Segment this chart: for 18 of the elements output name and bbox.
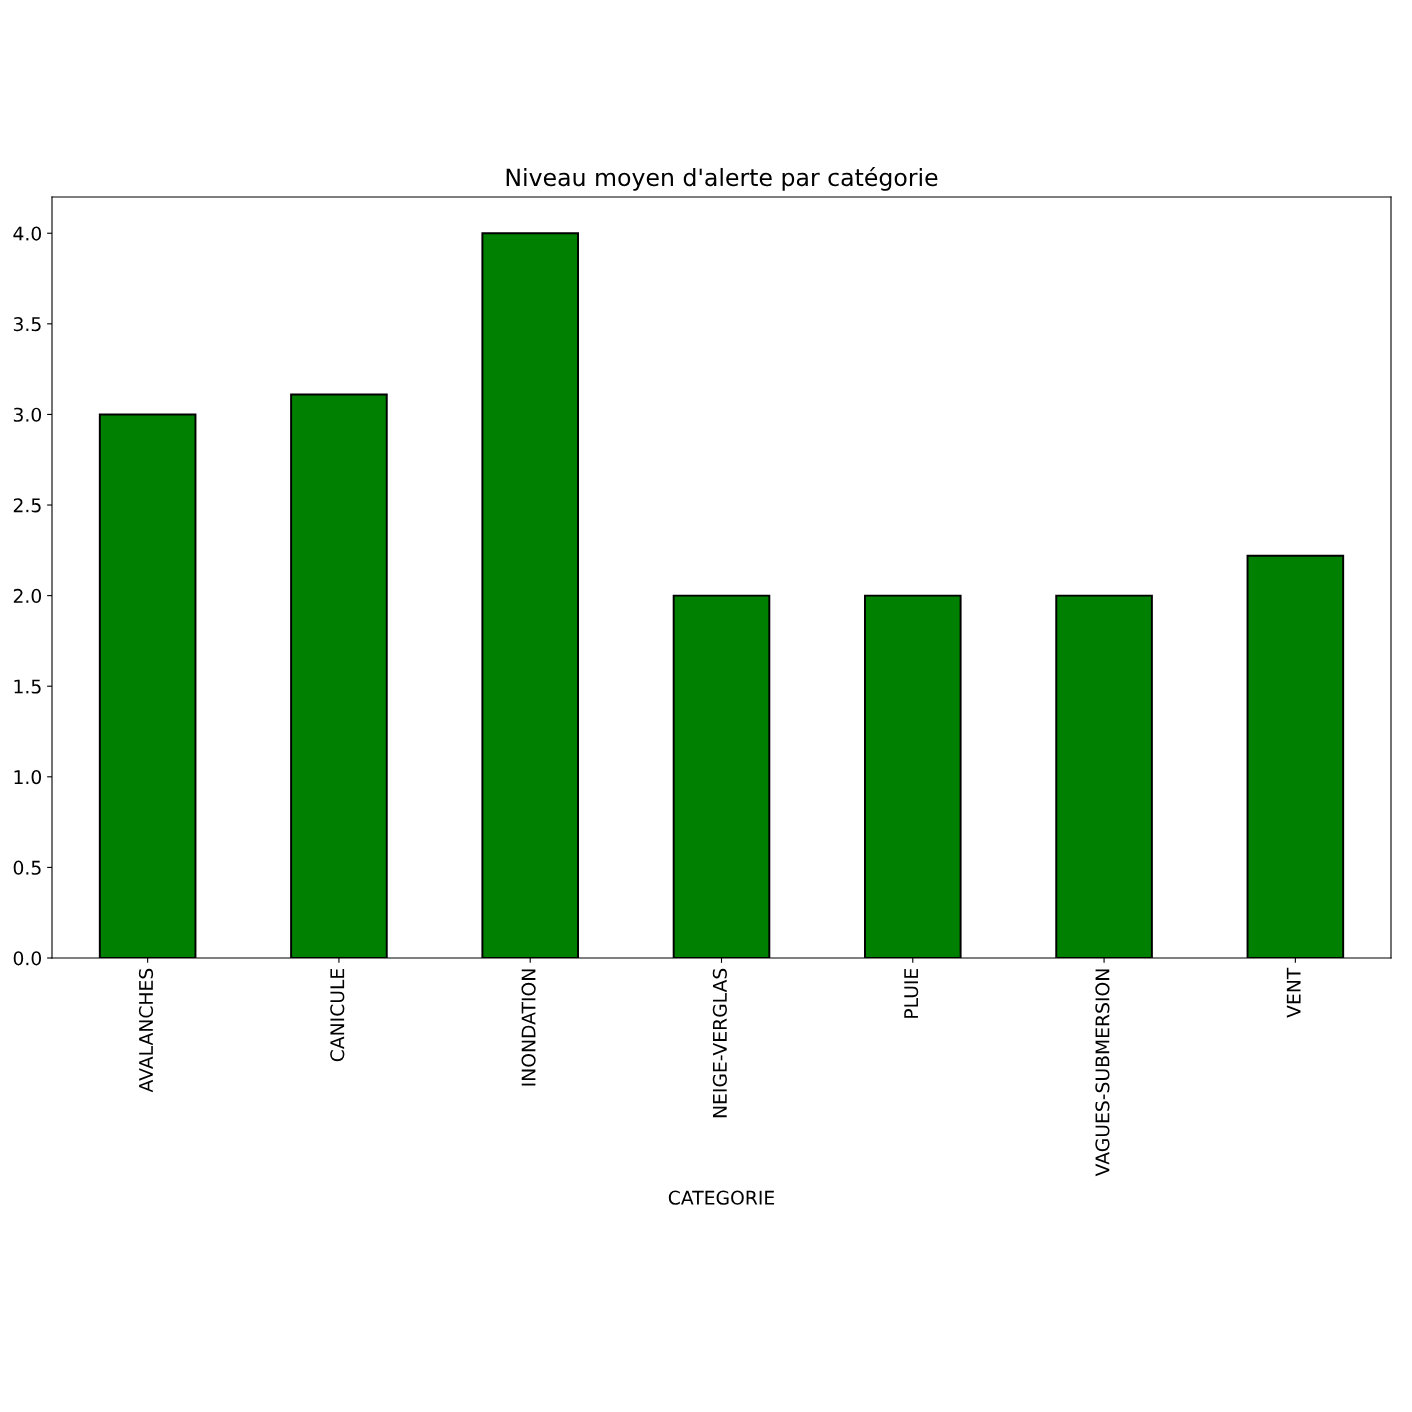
x-tick-label: AVALANCHES <box>138 968 154 1093</box>
x-tick-label: PLUIE <box>904 968 919 1018</box>
y-tick-label: 4.0 <box>13 226 42 241</box>
y-tick-label: 0.5 <box>13 860 41 875</box>
y-tick-label: 3.0 <box>13 407 42 422</box>
x-tick-label: INONDATION <box>521 969 536 1086</box>
x-tick-label: NEIGE-VERGLAS <box>712 968 727 1118</box>
x-tick-label: VAGUES-SUBMERSION <box>1095 969 1110 1177</box>
chart-title: Niveau moyen d'alerte par catégorie <box>506 167 938 191</box>
y-tick-label: 2.5 <box>13 498 41 513</box>
y-tick-label: 3.5 <box>13 317 41 332</box>
y-tick-label: 0.0 <box>13 951 42 966</box>
y-tick-label: 1.0 <box>14 770 42 785</box>
x-tick-label: CANICULE <box>330 968 345 1062</box>
y-tick-label: 1.5 <box>14 679 41 694</box>
x-tick-label: VENT <box>1286 967 1301 1018</box>
y-tick-label: 2.0 <box>13 588 42 604</box>
x-axis-title: CATEGORIE <box>668 1190 775 1205</box>
